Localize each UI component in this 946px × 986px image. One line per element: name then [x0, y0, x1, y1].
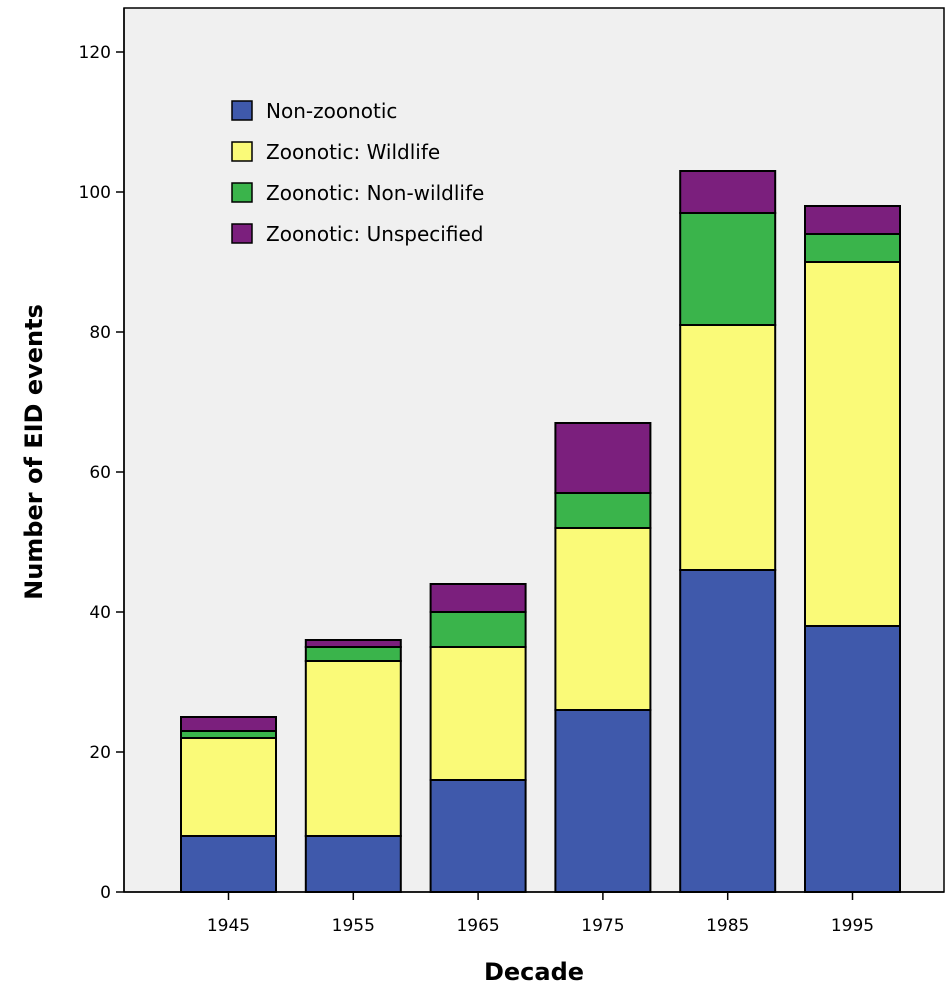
- x-axis: 1945 1955 1965 1975 1985 1995: [124, 891, 944, 936]
- x-tick-label: 1995: [831, 916, 874, 936]
- bar-segment: [180, 835, 277, 893]
- legend-swatch: [231, 182, 253, 203]
- legend-label: Zoonotic: Unspecified: [266, 222, 483, 246]
- x-tick-label: 1975: [581, 916, 624, 936]
- y-tick-label: 120: [79, 43, 111, 63]
- bars-layer: [180, 170, 901, 893]
- y-axis-title: Number of EID events: [20, 304, 48, 600]
- bar-segment: [429, 583, 527, 613]
- bar-segment: [304, 639, 402, 648]
- bar-segment: [180, 730, 277, 739]
- bar-segment: [304, 660, 402, 837]
- legend-label: Non-zoonotic: [266, 99, 397, 123]
- x-tick-label: 1945: [207, 916, 250, 936]
- bar-segment: [804, 205, 901, 235]
- legend-label: Zoonotic: Wildlife: [266, 140, 440, 164]
- x-tick-label: 1955: [332, 916, 375, 936]
- bar-segment: [180, 737, 277, 837]
- y-tick-label: 60: [89, 463, 111, 483]
- y-axis: 0 20 40 60 80 100 120: [79, 8, 125, 903]
- legend-swatch: [231, 100, 253, 121]
- legend-swatch: [231, 223, 253, 244]
- y-tick-label: 80: [89, 323, 111, 343]
- bar-segment: [804, 625, 901, 893]
- bar-segment: [804, 233, 901, 263]
- bar-segment: [429, 611, 527, 648]
- bar-segment: [304, 646, 402, 662]
- bar-segment: [304, 835, 402, 893]
- bar-segment: [180, 716, 277, 732]
- bar-segment: [679, 212, 777, 326]
- bar-segment: [554, 422, 652, 494]
- bar-segment: [804, 261, 901, 627]
- bar-segment: [554, 492, 652, 529]
- bar-segment: [679, 569, 777, 893]
- y-tick-label: 0: [100, 883, 111, 903]
- bar-segment: [679, 170, 777, 214]
- legend-label: Zoonotic: Non-wildlife: [266, 181, 484, 205]
- y-tick-label: 40: [89, 603, 111, 623]
- y-tick-label: 20: [89, 743, 111, 763]
- bar-segment: [679, 324, 777, 571]
- x-tick-label: 1965: [456, 916, 499, 936]
- bar-segment: [554, 527, 652, 711]
- bar-segment: [429, 779, 527, 893]
- legend: Non-zoonotic Zoonotic: Wildlife Zoonotic: …: [231, 99, 484, 246]
- y-tick-label: 100: [79, 183, 111, 203]
- bar-segment: [429, 646, 527, 781]
- legend-swatch: [231, 141, 253, 162]
- x-tick-label: 1985: [706, 916, 749, 936]
- bar-segment: [554, 709, 652, 893]
- x-axis-title: Decade: [484, 958, 584, 986]
